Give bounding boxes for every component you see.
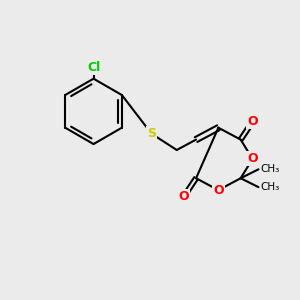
Text: O: O — [213, 184, 224, 196]
Text: CH₃: CH₃ — [260, 164, 279, 174]
Text: O: O — [247, 152, 258, 165]
Text: O: O — [247, 115, 258, 128]
Text: O: O — [179, 190, 190, 202]
Text: Cl: Cl — [87, 61, 100, 74]
Text: S: S — [147, 127, 156, 140]
Text: CH₃: CH₃ — [260, 182, 279, 192]
